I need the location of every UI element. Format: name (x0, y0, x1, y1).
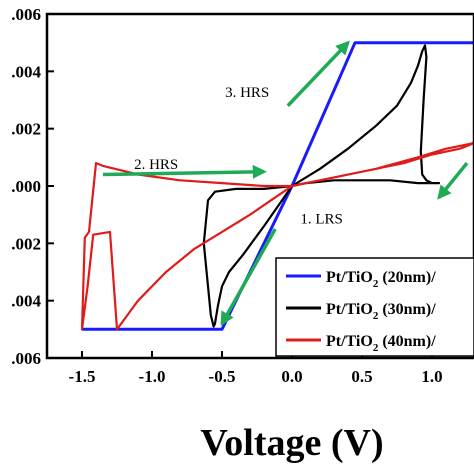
y-tick-label: .004 (11, 292, 41, 311)
direction-arrow (102, 164, 267, 179)
x-tick-label: -0.5 (209, 367, 236, 386)
y-tick-label: .004 (11, 62, 41, 81)
x-tick-label: -1.5 (69, 367, 96, 386)
y-axis-ticks: .006 .004 .002 .000 .002 .004 .006 (11, 5, 54, 368)
legend-entry: Pt/TiO2 (40nm)/ (326, 333, 436, 354)
annotation-label: 3. HRS (225, 85, 269, 101)
legend-entry: Pt/TiO2 (20nm)/ (326, 269, 436, 290)
legend-entry: Pt/TiO2 (30nm)/ (326, 301, 436, 322)
plot-frame (45, 12, 474, 360)
direction-arrow (220, 228, 277, 327)
direction-arrow (286, 40, 350, 107)
x-tick-label: 0.5 (351, 367, 372, 386)
y-tick-label: .006 (11, 349, 41, 368)
annotations: 1. LRS 2. HRS 3. HRS (134, 85, 343, 227)
y-tick-label: .002 (11, 234, 41, 253)
y-tick-label: .002 (11, 120, 41, 139)
series-line-2 (202, 44, 441, 328)
x-tick-label: 0.0 (281, 367, 302, 386)
annotation-label: 2. HRS (134, 157, 178, 173)
y-tick-label: .000 (11, 177, 41, 196)
y-tick-label: .006 (11, 5, 41, 24)
annotation-label: 1. LRS (300, 211, 343, 227)
legend: Pt/TiO2 (20nm)/ Pt/TiO2 (30nm)/ Pt/TiO2 (4… (275, 257, 474, 357)
x-tick-label: 1.0 (421, 367, 442, 386)
x-axis-label: Voltage (V) (200, 422, 383, 464)
x-tick-label: -1.0 (139, 367, 166, 386)
direction-arrow (437, 161, 469, 200)
x-axis-ticks: -1.5 -1.0 -0.5 0.0 0.5 1.0 (69, 351, 443, 386)
direction-arrows (102, 40, 469, 327)
